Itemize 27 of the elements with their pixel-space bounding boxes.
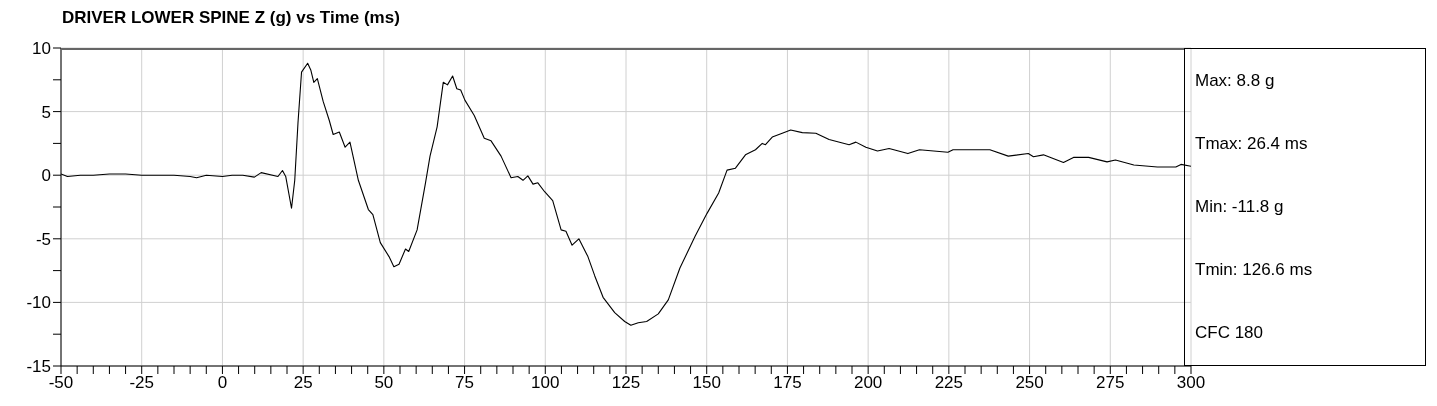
x-tick-label: 175 (773, 373, 802, 393)
x-tick-label: 150 (692, 373, 721, 393)
x-tick-label: 225 (934, 373, 964, 393)
x-tick-label: -50 (48, 373, 74, 393)
x-tick-label: 275 (1096, 373, 1125, 393)
chart-title: DRIVER LOWER SPINE Z (g) vs Time (ms) (62, 8, 400, 28)
x-tick-label: 300 (1176, 373, 1206, 393)
y-tick-label: 0 (41, 166, 51, 186)
y-tick-label: 10 (32, 39, 51, 59)
text: Tmax: 26.4 ms (1195, 133, 1309, 154)
y-tick-label: 5 (41, 102, 51, 122)
x-tick-label: 125 (611, 373, 641, 393)
y-tick-label: -15 (26, 357, 51, 377)
x-tick-label: 50 (374, 373, 394, 393)
x-tick-label: 200 (853, 373, 883, 393)
x-tick-label: 100 (531, 373, 560, 393)
y-tick-label: -10 (26, 293, 51, 313)
x-tick-label: 0 (217, 373, 228, 393)
text: Min: -11.8 g (1195, 196, 1285, 217)
text: CFC 180 (1195, 323, 1265, 344)
x-tick-label: -25 (129, 373, 154, 393)
x-tick-label: 25 (293, 373, 313, 393)
x-tick-label: 75 (455, 373, 475, 393)
text: Max: 8.8 g (1195, 70, 1276, 91)
text: Tmin: 126.6 ms (1195, 260, 1314, 281)
x-tick-label: 250 (1015, 373, 1044, 393)
y-tick-label: -5 (35, 229, 51, 249)
